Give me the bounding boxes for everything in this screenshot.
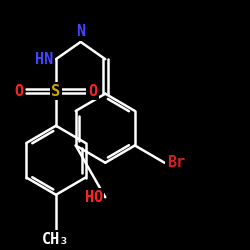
Text: O: O [88, 84, 97, 99]
Text: CH₃: CH₃ [42, 232, 70, 247]
Text: HO: HO [84, 190, 103, 205]
Text: O: O [15, 84, 24, 99]
Text: HN: HN [35, 52, 54, 67]
Text: S: S [52, 84, 60, 99]
Text: N: N [76, 24, 85, 40]
Text: Br: Br [167, 155, 185, 170]
